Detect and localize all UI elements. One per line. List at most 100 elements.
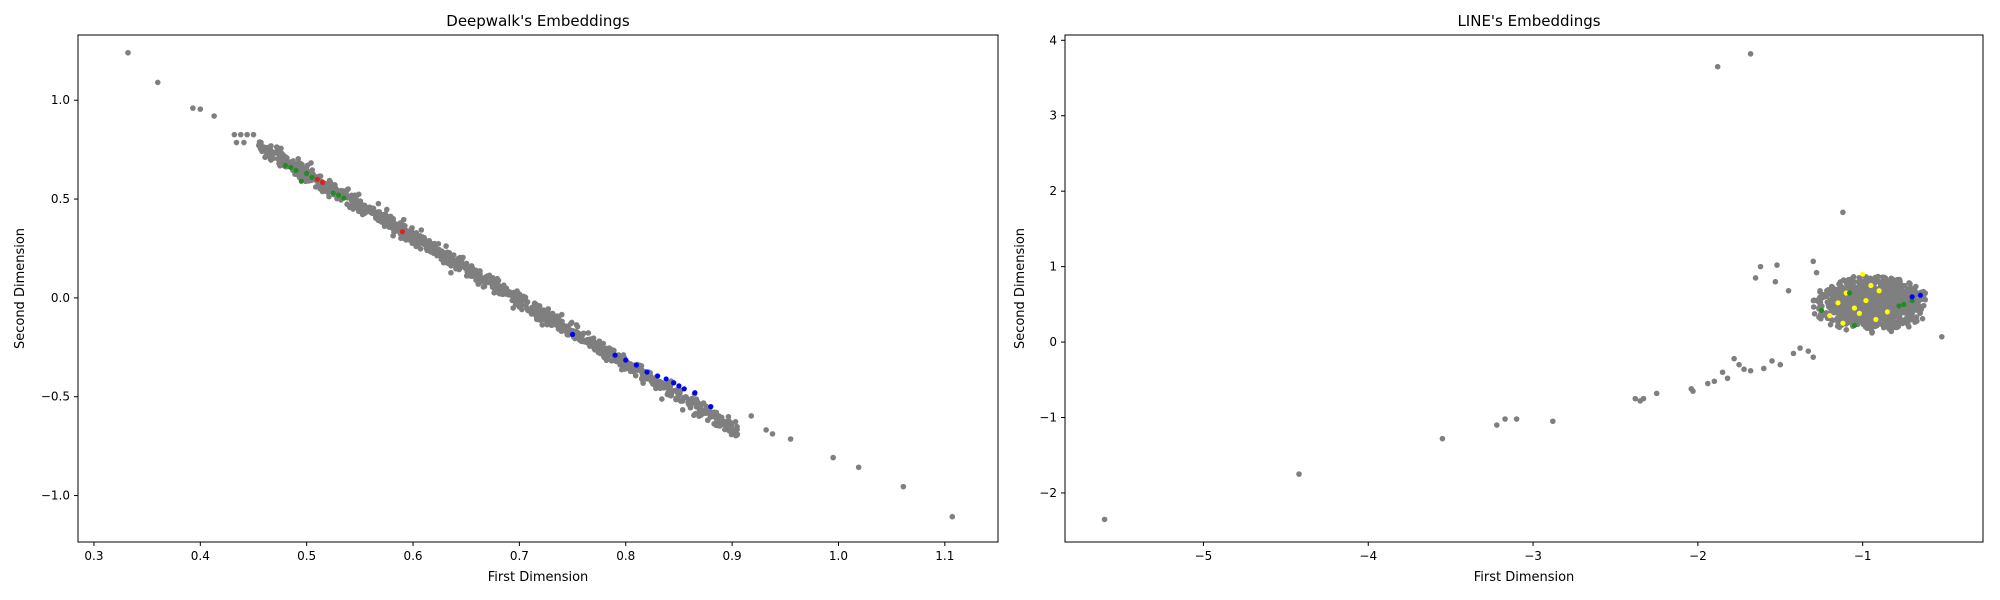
cluster-point xyxy=(1874,306,1881,313)
deepwalk-points xyxy=(125,49,956,520)
cluster-point xyxy=(1917,296,1923,303)
x-tick-label: −1 xyxy=(1854,549,1872,563)
outlier-point xyxy=(1296,471,1302,477)
x-tick-label: 0.4 xyxy=(191,549,210,563)
cluster-point xyxy=(1830,317,1836,324)
line-points xyxy=(1101,51,1945,523)
cluster-point xyxy=(704,417,711,424)
x-tick-label: 0.5 xyxy=(297,549,316,563)
cluster-point xyxy=(278,157,285,164)
cluster-point xyxy=(1889,320,1895,327)
cluster-point xyxy=(273,144,280,150)
cluster-point xyxy=(1849,310,1855,317)
cluster-point xyxy=(1850,274,1857,280)
cluster-point xyxy=(1904,309,1911,316)
x-tick-label: −3 xyxy=(1524,549,1542,563)
cluster-point xyxy=(620,352,627,358)
cluster-point xyxy=(484,273,491,279)
cluster-point xyxy=(623,363,630,370)
cluster-point xyxy=(350,196,357,202)
cluster-point xyxy=(539,322,546,328)
labeled-point xyxy=(671,380,677,386)
outlier-point xyxy=(1704,380,1711,387)
cluster-point xyxy=(1913,283,1919,290)
cluster-point xyxy=(366,205,373,211)
outlier-point xyxy=(1513,416,1520,422)
cluster-point xyxy=(544,316,550,322)
cluster-point xyxy=(568,319,575,326)
outlier-point xyxy=(1731,355,1737,362)
labeled-point xyxy=(293,167,299,173)
cluster-point xyxy=(453,258,459,265)
cluster-point xyxy=(1901,293,1907,300)
cluster-point xyxy=(1870,293,1876,300)
labeled-point xyxy=(335,192,342,198)
cluster-point xyxy=(549,311,556,318)
outlier-point xyxy=(1719,369,1726,376)
cluster-point xyxy=(651,381,658,388)
cluster-point xyxy=(574,329,581,336)
plot-frame xyxy=(1064,34,1984,543)
cluster-point xyxy=(1886,293,1893,300)
cluster-point xyxy=(1869,329,1875,335)
cluster-point xyxy=(1879,282,1886,289)
outlier-point xyxy=(250,131,257,138)
outlier-point xyxy=(197,106,204,112)
cluster-point xyxy=(429,244,436,250)
cluster-point xyxy=(548,322,555,329)
outlier-point xyxy=(1774,262,1780,268)
cluster-point xyxy=(691,399,698,406)
labeled-point xyxy=(1896,303,1902,309)
cluster-point xyxy=(388,224,395,231)
cluster-point xyxy=(555,326,562,332)
cluster-point xyxy=(413,235,420,241)
cluster-point xyxy=(1866,288,1873,295)
cluster-point xyxy=(490,274,496,281)
cluster-point xyxy=(1896,314,1903,320)
x-tick-label: 0.6 xyxy=(403,549,422,563)
cluster-point xyxy=(424,247,430,254)
cluster-point xyxy=(436,248,443,255)
cluster-point xyxy=(1872,285,1878,291)
outlier-point xyxy=(190,105,196,111)
cluster-point xyxy=(512,291,518,297)
y-axis-ticks: −2 −1 0 1 2 3 4 xyxy=(1039,33,1065,500)
cluster-point xyxy=(259,148,265,155)
cluster-point xyxy=(1922,296,1929,303)
cluster-point xyxy=(400,216,407,223)
outlier-point xyxy=(244,131,250,138)
outlier-point xyxy=(748,413,755,419)
cluster-point xyxy=(573,322,580,328)
y-axis-label: Second Dimension xyxy=(1013,228,1028,349)
cluster-point xyxy=(417,245,424,252)
cluster-point xyxy=(1876,295,1883,302)
cluster-point xyxy=(519,306,525,313)
labeled-point xyxy=(1840,320,1846,326)
y-tick-label: 0 xyxy=(1049,335,1057,349)
cluster-point xyxy=(1817,289,1823,295)
x-tick-label: −5 xyxy=(1195,549,1213,563)
cluster-point xyxy=(716,418,723,424)
cluster-point xyxy=(608,349,615,355)
outlier-point xyxy=(1805,348,1812,354)
y-tick-label: 0.0 xyxy=(51,291,70,305)
cluster-point xyxy=(1843,310,1850,317)
outlier-point xyxy=(231,131,238,138)
cluster-point xyxy=(1867,275,1874,282)
labeled-point xyxy=(1835,300,1841,306)
outlier-point xyxy=(900,483,907,490)
cluster-point xyxy=(256,140,263,147)
x-tick-label: 0.7 xyxy=(510,549,529,563)
cluster-point xyxy=(1879,313,1885,319)
labeled-point xyxy=(309,174,315,180)
labeled-point xyxy=(1863,297,1869,304)
deepwalk-chart: Deepwalk's Embeddings 0.3 0.4 0.5 0.6 0.7 0.8… xyxy=(13,12,999,585)
x-tick-label: 0.9 xyxy=(723,549,742,563)
outlier-point xyxy=(1439,435,1446,442)
x-tick-label: −2 xyxy=(1689,549,1707,563)
outlier-point xyxy=(1757,263,1764,270)
cluster-point xyxy=(601,351,608,358)
cluster-point xyxy=(1832,309,1839,315)
y-tick-label: 1.0 xyxy=(51,93,70,107)
labeled-point xyxy=(288,164,294,171)
